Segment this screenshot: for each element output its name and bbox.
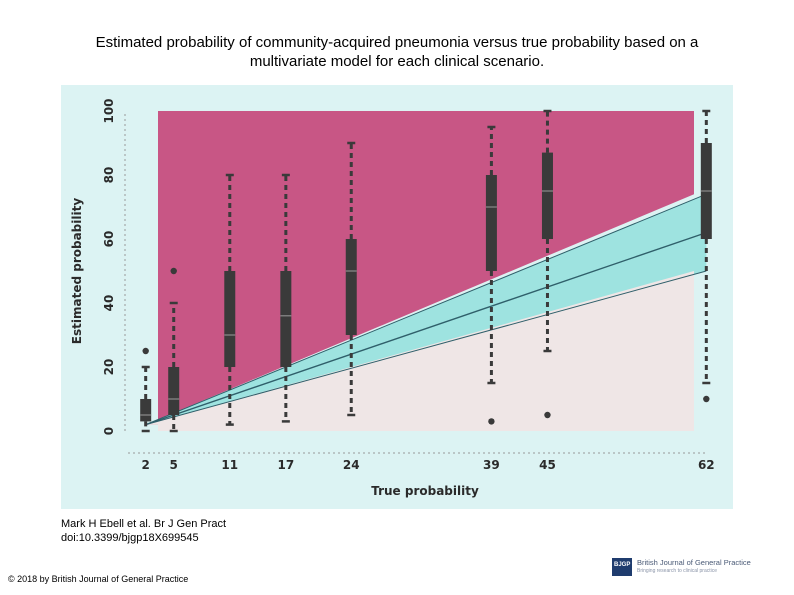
outlier-62-0 <box>703 395 710 403</box>
box-39 <box>485 175 497 271</box>
journal-logo-icon: BJGP <box>612 558 632 576</box>
box-2 <box>140 399 152 422</box>
slide-title: Estimated probability of community-acqui… <box>20 33 774 71</box>
y-tick-label-100: 100 <box>102 98 116 123</box>
citation-doi[interactable]: doi:10.3399/bjgp18X699545 <box>61 532 199 544</box>
title-line-2: multivariate model for each clinical sce… <box>249 53 545 70</box>
y-tick-label-80: 80 <box>102 167 116 184</box>
x-tick-label-2: 2 <box>142 458 150 472</box>
identity-line <box>145 231 707 426</box>
figure-panel: 0 20 40 60 80 100 2 5 11 17 24 39 45 62 True probabili… <box>61 85 733 509</box>
box-24 <box>345 239 357 335</box>
y-tick-label-60: 60 <box>102 231 116 248</box>
title-line-1: Estimated probability of community-acqui… <box>95 34 699 51</box>
outlier-5-0 <box>170 267 177 275</box>
outlier-45-0 <box>544 411 551 419</box>
x-tick-label-17: 17 <box>277 458 294 472</box>
citation-authors: Mark H Ebell et al. Br J Gen Pract <box>61 518 227 530</box>
band-lower-line <box>145 270 707 426</box>
x-tick-label-62: 62 <box>698 458 715 472</box>
x-axis-title: True probability <box>371 484 479 498</box>
box-plot-chart: 0 20 40 60 80 100 2 5 11 17 24 39 45 62 True probabili… <box>70 98 715 498</box>
journal-logo-tagline: Bringing research to clinical practice <box>637 568 718 574</box>
x-tick-label-24: 24 <box>343 458 360 472</box>
y-tick-label-20: 20 <box>102 359 116 376</box>
y-tick-label-0: 0 <box>102 427 116 435</box>
box-17 <box>280 271 292 367</box>
x-tick-label-5: 5 <box>170 458 178 472</box>
x-tick-label-11: 11 <box>221 458 238 472</box>
under-estimate-region <box>145 271 694 431</box>
band-upper-line <box>145 193 707 426</box>
copyright-notice: © 2018 by British Journal of General Pra… <box>8 574 189 584</box>
journal-logo-name: British Journal of General Practice <box>637 558 751 567</box>
box-11 <box>224 271 236 367</box>
box-5 <box>168 367 180 415</box>
y-axis-title: Estimated probability <box>70 198 84 345</box>
journal-logo: BJGP British Journal of General Practice… <box>612 558 751 578</box>
x-tick-label-45: 45 <box>539 458 556 472</box>
y-tick-label-40: 40 <box>102 295 116 312</box>
outlier-2-0 <box>142 347 149 355</box>
x-tick-label-39: 39 <box>483 458 500 472</box>
outlier-39-0 <box>488 418 495 425</box>
citation: Mark H Ebell et al. Br J Gen Pract doi:1… <box>61 517 226 545</box>
box-45 <box>541 152 553 239</box>
